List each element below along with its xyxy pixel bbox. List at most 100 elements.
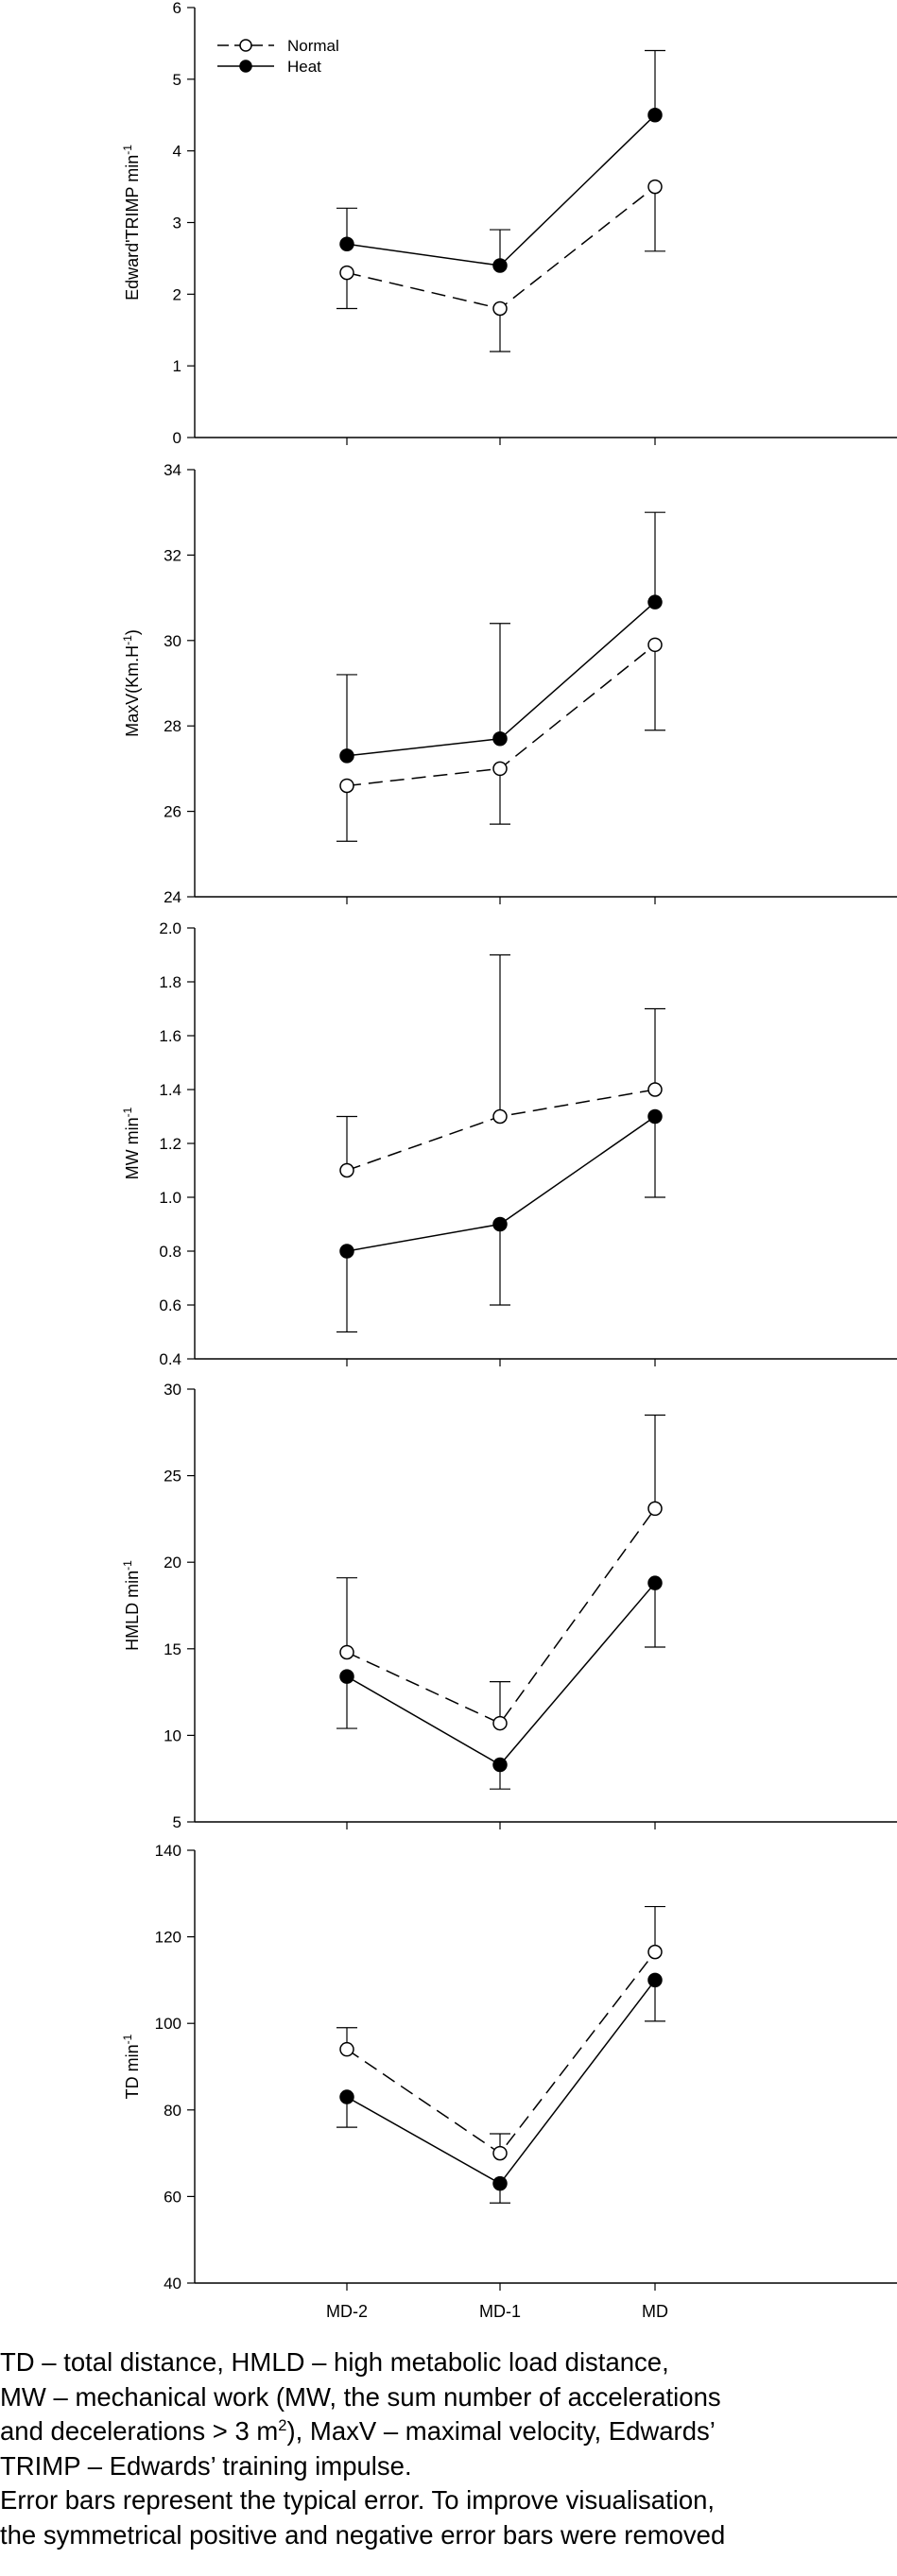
chart1-y-tick-label: 6 [173,0,181,17]
chart3-y-tick-label: 1.8 [159,973,181,991]
chart1-heat-point [647,108,663,123]
chart3-y-axis-title-sup: -1 [121,1107,134,1117]
caption-line-3-start: and decelerations > 3 m [0,2416,279,2446]
chart4-y-tick-label: 20 [164,1554,181,1571]
chart4-y-tick-label: 30 [164,1381,181,1399]
chart5-y-tick-label: 80 [164,2102,181,2120]
chart5-x-tick-label: MD-2 [326,2302,368,2321]
chart4-normal-line [346,1507,656,1725]
chart4-heat-point [339,1669,354,1684]
chart4-heat-point [492,1757,508,1773]
chart3-normal-point [339,1162,354,1178]
caption-line-3: and decelerations > 3 m2), MaxV – maxima… [0,2414,893,2449]
chart3-y-tick-label: 2.0 [159,919,181,937]
chart5-heat-point [339,2089,354,2104]
chart3-heat-point [492,1216,508,1232]
chart3-y-tick-label: 0.8 [159,1243,181,1261]
chart5-y-tick-label: 40 [164,2275,181,2293]
caption-line-2: MW – mechanical work (MW, the sum number… [0,2381,721,2412]
chart5-normal-point [339,2041,354,2057]
chart-stack: 0 1 2 3 4 5 6 Edward'TRIMP min-1 Normal Heat 24 26 2… [121,0,897,2321]
chart2-normal-point [492,761,508,777]
chart4-y-axis-title-sup: -1 [121,1560,134,1571]
chart4-normal-point [647,1501,663,1517]
chart3-y-tick-label: 1.6 [159,1027,181,1045]
chart5-y-axis-title-main: TD min [123,2044,142,2099]
chart2-heat-point [339,748,354,764]
chart5-x-tick-label: MD [642,2302,668,2321]
chart5-normal-point [492,2145,508,2161]
legend-marker-normal [239,39,252,52]
chart1-normal-line [346,186,656,310]
chart1-y-axis-title: Edward'TRIMP min-1 [121,145,142,301]
chart3-y-tick-label: 0.4 [159,1350,181,1368]
legend-marker-heat [239,60,252,73]
chart4-heat-point [647,1575,663,1590]
chart5-y-tick-label: 120 [155,1929,181,1947]
caption-line-6: the symmetrical positive and negative er… [0,2519,726,2550]
chart5-y-axis-title-sup: -1 [121,2034,134,2044]
chart4-y-tick-label: 5 [173,1813,181,1831]
chart1-y-axis-title-main: Edward'TRIMP min [123,155,142,301]
chart3-y-axis-title-main: MW min [123,1117,142,1179]
chart3-normal-line [346,1089,656,1172]
caption-line-3-sup: 2 [278,2416,287,2434]
chart1-heat-point [492,258,508,273]
chart2-normal-point [339,778,354,794]
chart5-y-axis-title: TD min-1 [121,2034,142,2099]
chart1-y-tick-label: 2 [173,285,181,303]
chart1-heat-line [346,114,656,266]
chart2-heat-point [647,594,663,610]
chart4-y-tick-label: 25 [164,1468,181,1485]
chart2-heat-point [492,731,508,747]
chart5-x-tick-label: MD-1 [479,2302,521,2321]
chart2-y-tick-label: 32 [164,546,181,564]
chart1-y-axis-title-sup: -1 [121,145,134,155]
chart1-normal-point [492,301,508,317]
chart3-normal-point [492,1108,508,1125]
chart3-y-tick-label: 1.2 [159,1135,181,1153]
chart3-y-tick-label: 1.4 [159,1081,181,1099]
chart3-y-tick-label: 0.6 [159,1297,181,1314]
chart4-normal-point [339,1644,354,1660]
chart5-y-tick-label: 100 [155,2015,181,2033]
chart1-y-tick-label: 3 [173,215,181,232]
chart4-y-axis-title-main: HMLD min [123,1571,142,1651]
legend-label-heat: Heat [287,58,321,76]
chart3-normal-point [647,1082,663,1097]
chart3-heat-point [339,1244,354,1259]
chart2-y-axis-title: MaxV(Km.H-1) [121,629,142,737]
chart4-normal-point [492,1715,508,1731]
chart2-normal-point [647,637,663,653]
chart1-heat-point [339,236,354,251]
chart1-normal-point [339,265,354,281]
chart3-y-axis-title: MW min-1 [121,1107,142,1179]
figure-caption: TD – total distance, HMLD – high metabol… [0,2345,893,2552]
caption-line-3-end: ), MaxV – maximal velocity, Edwards’ [286,2416,716,2446]
chart2-y-tick-label: 28 [164,717,181,735]
chart1-y-tick-label: 0 [173,429,181,447]
chart2-y-axis-title-suffix: ) [123,629,142,635]
chart1-y-tick-label: 4 [173,143,181,161]
chart2-y-tick-label: 24 [164,888,181,906]
chart1-y-tick-label: 1 [173,357,181,375]
chart1-y-tick-label: 5 [173,71,181,89]
caption-line-1: TD – total distance, HMLD – high metabol… [0,2347,669,2377]
chart3-y-tick-label: 1.0 [159,1189,181,1207]
legend-label-normal: Normal [287,37,339,55]
chart1-normal-point [647,179,663,195]
chart4-y-tick-label: 10 [164,1726,181,1744]
chart2-y-tick-label: 30 [164,632,181,650]
caption-line-5: Error bars represent the typical error. … [0,2485,716,2515]
chart5-heat-point [492,2175,508,2191]
chart2-y-tick-label: 34 [164,461,181,479]
chart4-y-axis-title: HMLD min-1 [121,1560,142,1651]
chart2-y-tick-label: 26 [164,803,181,821]
chart4-y-tick-label: 15 [164,1640,181,1658]
chart2-y-axis-title-sup: -1 [121,635,134,645]
chart5-normal-point [647,1944,663,1960]
chart2-y-axis-title-main: MaxV(Km.H [123,645,142,737]
chart5-y-tick-label: 60 [164,2188,181,2206]
chart5-heat-point [647,1972,663,1988]
